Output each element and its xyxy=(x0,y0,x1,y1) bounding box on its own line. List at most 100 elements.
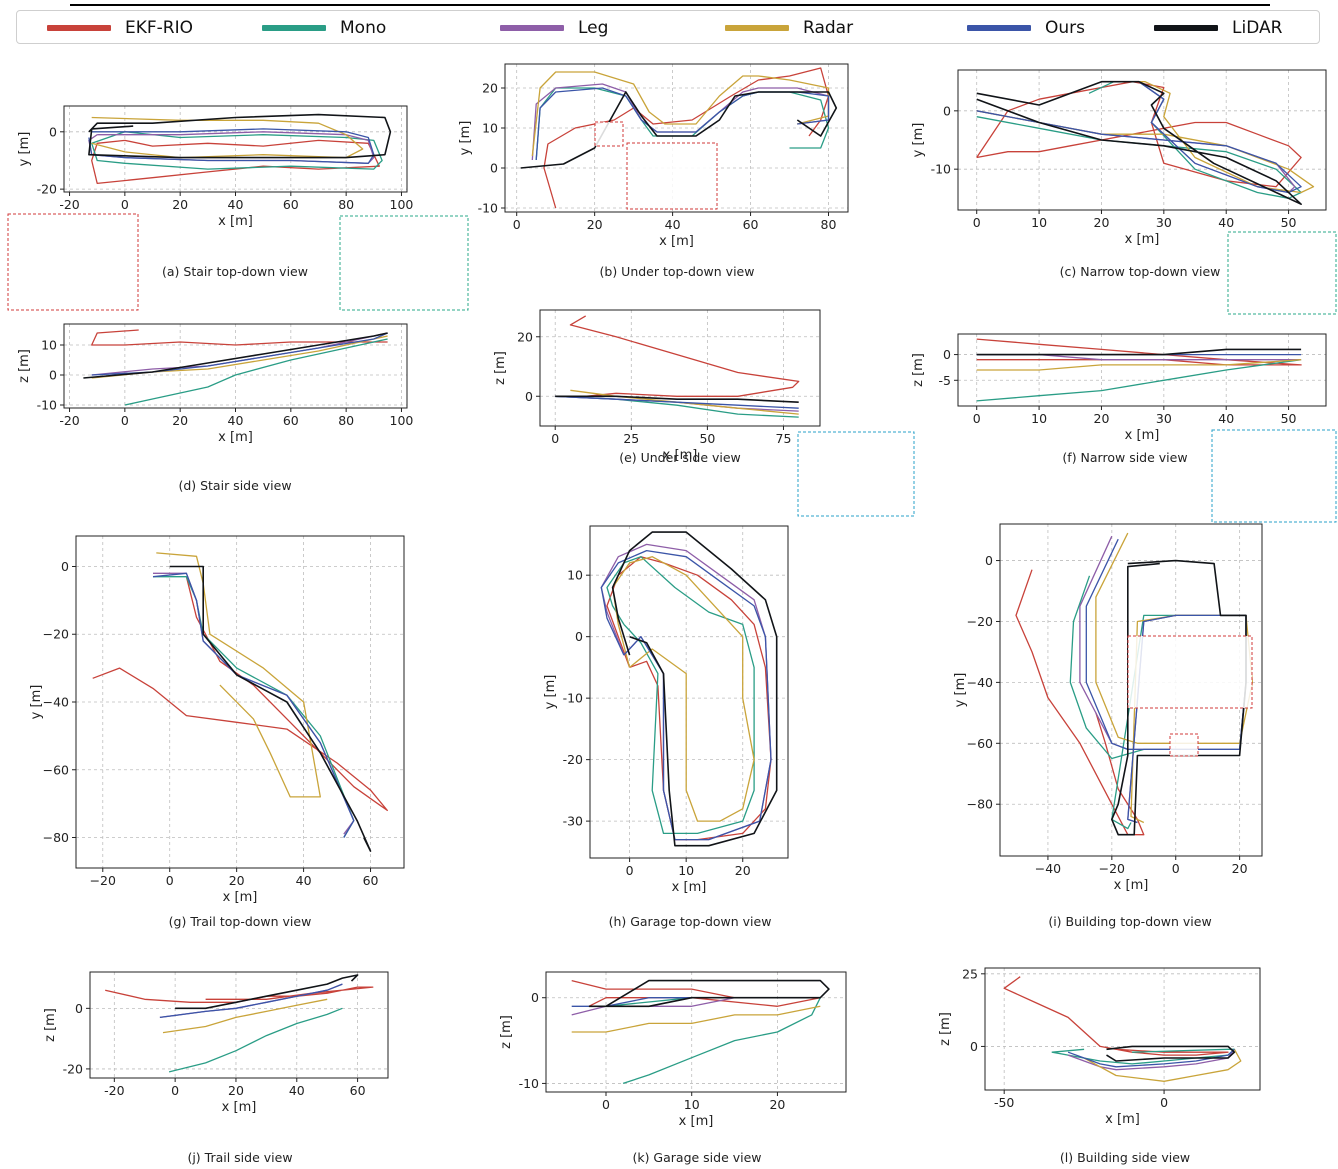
y-axis-label: y [m] xyxy=(953,673,968,708)
series-mono xyxy=(91,131,383,170)
x-tick-label: 20 xyxy=(769,1097,785,1112)
series-ours xyxy=(555,395,799,409)
panel-caption: (k) Garage side view xyxy=(632,1150,761,1165)
y-tick-label: -20 xyxy=(63,1061,83,1076)
legend-swatch xyxy=(262,25,326,31)
series-ours xyxy=(91,332,388,376)
zoom-inset-box xyxy=(339,215,469,311)
series-leg xyxy=(153,572,355,835)
x-tick-label: 20 xyxy=(172,197,188,212)
x-tick-label: −20 xyxy=(1099,861,1125,876)
y-tick-label: −60 xyxy=(43,762,69,777)
y-tick-label: −40 xyxy=(967,675,993,690)
y-tick-label: −60 xyxy=(967,736,993,751)
series-ekfrio xyxy=(91,329,388,346)
zoom-inset-box xyxy=(594,121,624,147)
panel-l: -50 0 0 25 x [m] z [m] (l) Building side view xyxy=(938,966,1261,1165)
legend-swatch xyxy=(967,25,1031,31)
x-tick-label: 0 xyxy=(626,863,634,878)
series-radar xyxy=(531,71,830,157)
panel-c: 0 10 20 30 40 50 -10 0 x [m] y [m] (c) Narrow top-… xyxy=(911,69,1327,279)
series-leg xyxy=(159,983,343,1019)
y-tick-label: 0 xyxy=(49,124,57,139)
y-tick-label: 0 xyxy=(61,559,69,574)
x-axis-label: x [m] xyxy=(679,1114,714,1129)
y-axis-label: z [m] xyxy=(938,1012,953,1046)
series-lidar xyxy=(611,531,778,847)
series-radar xyxy=(1083,1048,1242,1082)
panel-k: 0 10 20 -10 0 x [m] z [m] (k) Garage side view xyxy=(499,971,847,1165)
y-tick-label: −80 xyxy=(967,797,993,812)
series-lidar xyxy=(1106,1045,1236,1062)
series-leg xyxy=(1067,1048,1235,1071)
series-ours xyxy=(152,572,355,838)
y-tick-label: -10 xyxy=(563,691,583,706)
series-ekfrio xyxy=(569,315,800,397)
panel-caption: (f) Narrow side view xyxy=(1062,450,1187,465)
series-mono xyxy=(168,1007,343,1073)
legend-swatch xyxy=(500,25,564,31)
plot-frame xyxy=(539,309,821,427)
y-tick-label: 0 xyxy=(531,990,539,1005)
y-tick-label: -30 xyxy=(563,814,583,829)
y-axis-label: y [m] xyxy=(458,121,473,156)
panel-j: -20 0 20 40 60 -20 0 x [m] z [m] (j) Trail side v… xyxy=(43,971,389,1165)
series-lidar xyxy=(88,113,392,159)
x-tick-label: 80 xyxy=(338,197,354,212)
y-axis-label: y [m] xyxy=(911,123,926,158)
series-leg xyxy=(91,332,388,376)
series-lidar xyxy=(175,974,359,1010)
panel-caption: (j) Trail side view xyxy=(187,1150,292,1165)
x-tick-label: 0 xyxy=(1172,861,1180,876)
y-tick-label: −20 xyxy=(43,627,69,642)
series-ekfrio xyxy=(1003,976,1229,1056)
y-tick-label: 10 xyxy=(482,121,498,136)
x-tick-label: 50 xyxy=(699,431,715,446)
y-tick-label: 0 xyxy=(943,103,951,118)
plot-frame xyxy=(89,971,389,1079)
panel-h: 0 10 20 -30 -20 -10 0 10 x [m] y [m] (h) Garage to… xyxy=(543,525,789,929)
panel-e: 0 25 50 75 0 20 x [m] z [m] (e) Under side view xyxy=(493,309,821,465)
x-tick-label: 0 xyxy=(551,431,559,446)
x-tick-label: 30 xyxy=(1156,411,1172,426)
x-axis-label: x [m] xyxy=(1125,232,1160,247)
series-ours xyxy=(535,87,830,161)
x-tick-label: 10 xyxy=(684,1097,700,1112)
series-ekfrio xyxy=(92,576,388,812)
x-tick-label: 20 xyxy=(735,863,751,878)
y-tick-label: -10 xyxy=(931,162,951,177)
x-tick-label: -20 xyxy=(104,1083,124,1098)
x-tick-label: 40 xyxy=(1218,215,1234,230)
x-tick-label: 60 xyxy=(350,1083,366,1098)
zoom-inset-box xyxy=(1227,231,1337,315)
legend-label: Mono xyxy=(340,18,387,38)
series-mono xyxy=(976,359,1302,402)
x-tick-label: 0 xyxy=(513,217,521,232)
series-ours xyxy=(1067,1048,1235,1068)
y-tick-label: 10 xyxy=(567,568,583,583)
panel-caption: (i) Building top-down view xyxy=(1048,914,1211,929)
x-tick-label: 25 xyxy=(623,431,639,446)
series-ours xyxy=(976,81,1302,194)
x-tick-label: 60 xyxy=(363,873,379,888)
y-tick-label: 20 xyxy=(517,329,533,344)
y-axis-label: y [m] xyxy=(543,675,558,710)
zoom-inset-box xyxy=(1211,429,1337,523)
series-lidar xyxy=(588,979,830,1008)
legend-item-leg: Leg xyxy=(500,18,608,38)
x-axis-label: x [m] xyxy=(223,890,258,905)
series-ekfrio xyxy=(571,979,821,1007)
x-axis-label: x [m] xyxy=(663,448,698,463)
x-tick-label: 0 xyxy=(973,411,981,426)
x-axis-label: x [m] xyxy=(218,214,253,229)
zoom-inset-box xyxy=(1169,733,1199,757)
plot-frame xyxy=(957,333,1327,407)
x-tick-label: −40 xyxy=(1035,861,1061,876)
series-radar xyxy=(976,81,1315,194)
legend-item-ekfrio: EKF-RIO xyxy=(47,18,193,38)
y-tick-label: 0 xyxy=(943,347,951,362)
x-tick-label: 20 xyxy=(1094,411,1110,426)
y-tick-label: 0 xyxy=(985,553,993,568)
series-ekfrio xyxy=(976,81,1302,188)
y-tick-label: -5 xyxy=(939,373,951,388)
